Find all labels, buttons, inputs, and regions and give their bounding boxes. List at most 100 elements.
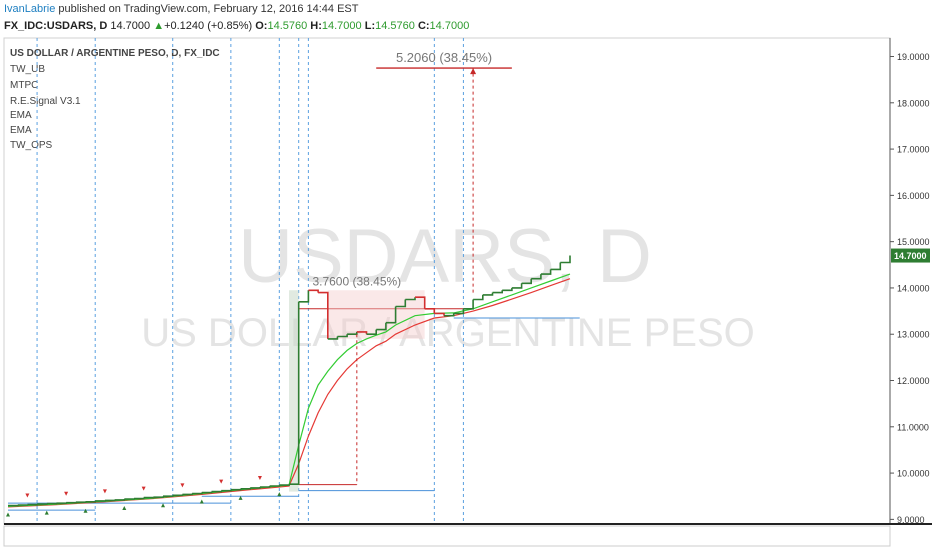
price-step: [221, 489, 232, 492]
price-step: [550, 262, 562, 271]
legend-indicator[interactable]: R.E.Signal V3.1: [10, 96, 81, 107]
buy-signal-marker: [199, 499, 204, 504]
price-tick-label: 13.0000: [897, 330, 930, 340]
ohlc-header: FX_IDC:USDARS, D 14.7000 ▲+0.1240 (+0.85…: [4, 20, 469, 32]
publish-info: published on TradingView.com, February 1…: [55, 3, 359, 15]
price-tick-label: 14.0000: [897, 283, 930, 293]
low-value: 14.5760: [375, 20, 415, 32]
last-price-label: 14.7000: [894, 251, 927, 261]
price-step: [56, 502, 67, 504]
sell-signal-marker: [25, 493, 30, 498]
price-step: [424, 308, 436, 314]
price-step: [85, 500, 96, 503]
buy-signal-marker: [277, 492, 282, 497]
price-step: [376, 322, 387, 331]
price-step: [153, 496, 164, 498]
buy-signal-marker: [238, 495, 243, 500]
price-step: [473, 294, 484, 301]
publish-header: IvanLabrie published on TradingView.com,…: [4, 3, 358, 15]
price-step: [318, 291, 329, 339]
price-step: [95, 500, 106, 502]
buy-signal-marker: [161, 503, 166, 508]
price-step: [37, 503, 48, 505]
small-move-label: 3.7600 (38.45%): [312, 275, 401, 289]
price-step: [114, 499, 126, 501]
price-step: [250, 487, 261, 489]
price-axis-labels: 19.0000 18.0000 17.0000 16.0000 15.0000 14.00…: [890, 52, 930, 525]
price-step: [134, 497, 145, 500]
signal-markers: [6, 475, 282, 517]
price-change: +0.1240 (+0.85%): [164, 20, 253, 32]
price-tick-label: 15.0000: [897, 237, 930, 247]
price-step: [230, 488, 242, 491]
open-label: O:: [255, 20, 268, 32]
indicator-legend: US DOLLAR / ARGENTINE PESO, D, FX_IDC TW…: [10, 48, 220, 151]
buy-signal-marker: [6, 512, 10, 517]
price-step: [463, 299, 474, 310]
symbol-label: FX_IDC:USDARS, D: [4, 20, 108, 32]
price-step: [453, 308, 465, 315]
price-step: [8, 504, 19, 507]
price-tick-label: 19.0000: [897, 52, 930, 62]
price-tick-label: 18.0000: [897, 98, 930, 108]
buy-signal-marker: [122, 506, 127, 511]
price-step: [201, 491, 213, 494]
price-step: [104, 499, 116, 502]
buy-signal-marker: [83, 508, 88, 513]
low-label: L:: [364, 20, 376, 32]
legend-title: US DOLLAR / ARGENTINE PESO, D, FX_IDC: [10, 48, 220, 59]
vertical-markers: [36, 38, 464, 524]
price-step: [279, 484, 290, 486]
price-step: [395, 299, 407, 308]
price-step: [415, 296, 426, 309]
price-step: [27, 503, 38, 506]
price-step: [269, 485, 281, 487]
measure-arrowhead: [470, 68, 477, 75]
price-step: [289, 301, 300, 485]
sell-signal-marker: [257, 475, 262, 480]
price-step: [521, 278, 532, 285]
price-step: [124, 498, 135, 500]
legend-indicator[interactable]: TW_UB: [10, 64, 45, 75]
price-tick-label: 17.0000: [897, 145, 930, 155]
price-step: [211, 490, 222, 493]
legend-indicator[interactable]: TW_OPS: [10, 140, 53, 151]
watermark-name: US DOLLAR / ARGENTINE PESO: [141, 311, 755, 355]
price-series: [8, 255, 571, 507]
high-value: 14.7000: [321, 20, 362, 32]
price-step: [172, 494, 184, 497]
legend-indicator[interactable]: MTPC: [10, 80, 38, 91]
price-step: [298, 290, 310, 303]
buy-signal-marker: [44, 510, 49, 515]
sell-signal-marker: [102, 489, 107, 494]
price-step: [259, 486, 271, 488]
price-step: [511, 283, 523, 289]
price-step: [540, 269, 552, 275]
price-step: [385, 306, 397, 324]
price-tick-label: 12.0000: [897, 376, 930, 386]
price-step: [366, 329, 377, 335]
sell-signal-marker: [219, 479, 224, 484]
price-tick-label: 16.0000: [897, 191, 930, 201]
watermark-symbol: USDARS, D: [238, 214, 652, 299]
legend-indicator[interactable]: EMA: [10, 125, 32, 136]
time-axis: [3, 525, 891, 547]
price-step: [182, 493, 193, 496]
close-value: 14.7000: [429, 20, 470, 32]
sell-signal-marker: [64, 491, 69, 496]
last-price: 14.7000: [110, 20, 151, 32]
author-link[interactable]: IvanLabrie: [4, 3, 56, 15]
price-tick-label: 9.0000: [897, 515, 925, 525]
last-price-badge: [891, 248, 930, 263]
legend-indicator[interactable]: EMA: [10, 110, 32, 121]
price-tick-label: 11.0000: [897, 422, 929, 432]
jump-shade: [289, 290, 299, 492]
sell-signal-marker: [180, 483, 185, 488]
open-value: 14.5760: [267, 20, 308, 32]
price-step: [66, 501, 77, 504]
sell-signal-marker: [141, 486, 146, 491]
price-step: [531, 274, 542, 280]
measure-tools: 5.2060 (38.45%) 3.7600 (38.45%): [312, 50, 512, 485]
